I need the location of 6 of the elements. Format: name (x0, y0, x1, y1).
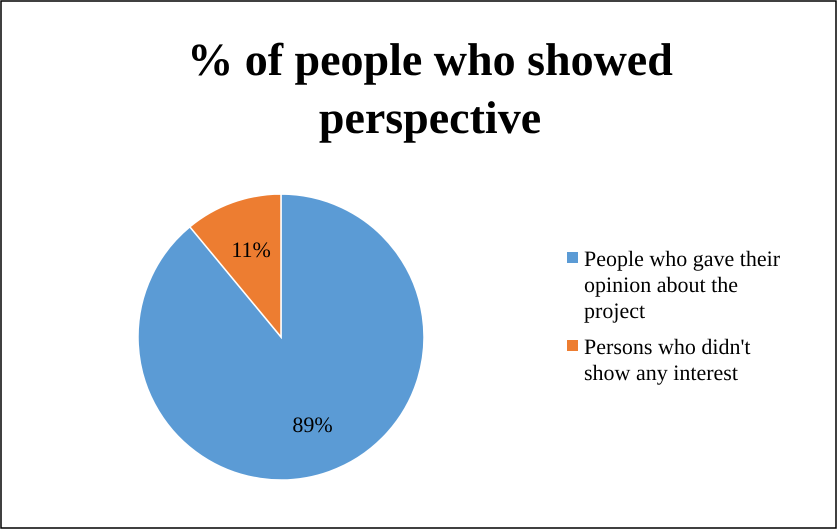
pie-slice (137, 193, 425, 481)
chart-title: % of people who showed perspective (187, 34, 674, 143)
legend-label: People who gave their opinion about the project (584, 246, 781, 322)
data-label: 89% (292, 412, 333, 437)
data-label: 11% (231, 237, 271, 262)
legend-label: Persons who didn't show any interest (584, 334, 751, 384)
